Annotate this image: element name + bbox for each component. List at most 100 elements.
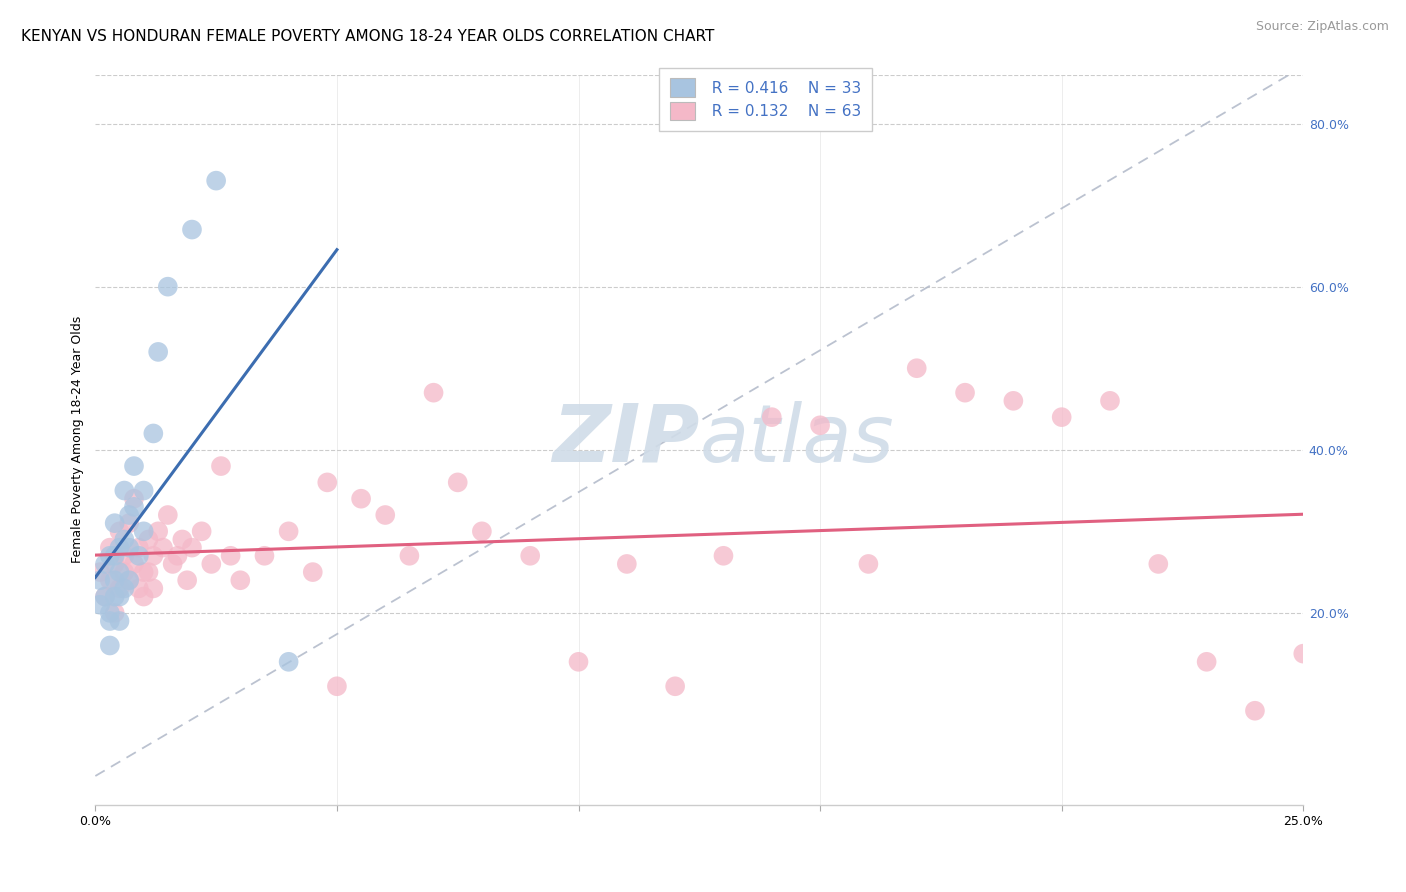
Point [138, 533, 160, 547]
Point [108, 582, 131, 596]
Point [152, 541, 174, 555]
Point [761, 410, 783, 425]
Point [118, 574, 141, 588]
Point [108, 524, 131, 539]
Point [118, 541, 141, 555]
Point [326, 679, 349, 693]
Y-axis label: Female Poverty Among 18-24 Year Olds: Female Poverty Among 18-24 Year Olds [72, 316, 84, 563]
Point [104, 557, 127, 571]
Point [316, 475, 339, 490]
Point [181, 541, 204, 555]
Point [128, 582, 150, 596]
Point [104, 574, 127, 588]
Point [94, 590, 117, 604]
Point [138, 565, 160, 579]
Point [94, 590, 117, 604]
Point [98, 541, 121, 555]
Point [519, 549, 541, 563]
Point [156, 279, 179, 293]
Point [112, 483, 135, 498]
Point [132, 524, 155, 539]
Point [567, 655, 589, 669]
Point [172, 533, 194, 547]
Point [104, 590, 127, 604]
Point [953, 385, 976, 400]
Point [858, 557, 880, 571]
Point [219, 549, 242, 563]
Point [89, 574, 111, 588]
Text: ZIP: ZIP [553, 401, 699, 479]
Point [98, 549, 121, 563]
Point [301, 565, 323, 579]
Point [89, 598, 111, 612]
Point [471, 524, 494, 539]
Point [905, 361, 928, 376]
Point [146, 345, 169, 359]
Point [277, 655, 299, 669]
Point [229, 574, 252, 588]
Point [112, 565, 135, 579]
Point [1244, 704, 1267, 718]
Point [118, 508, 141, 522]
Point [422, 385, 444, 400]
Point [104, 516, 127, 531]
Point [1147, 557, 1170, 571]
Point [108, 541, 131, 555]
Point [98, 639, 121, 653]
Point [94, 557, 117, 571]
Point [132, 590, 155, 604]
Point [104, 549, 127, 563]
Point [108, 565, 131, 579]
Point [118, 574, 141, 588]
Point [200, 557, 222, 571]
Point [122, 557, 145, 571]
Point [398, 549, 420, 563]
Point [808, 418, 831, 433]
Point [98, 574, 121, 588]
Text: KENYAN VS HONDURAN FEMALE POVERTY AMONG 18-24 YEAR OLDS CORRELATION CHART: KENYAN VS HONDURAN FEMALE POVERTY AMONG … [21, 29, 714, 44]
Point [374, 508, 396, 522]
Point [209, 459, 232, 474]
Point [277, 524, 299, 539]
Point [146, 524, 169, 539]
Legend:   R = 0.416    N = 33,   R = 0.132    N = 63: R = 0.416 N = 33, R = 0.132 N = 63 [659, 68, 872, 131]
Point [132, 483, 155, 498]
Point [142, 426, 165, 441]
Point [108, 614, 131, 628]
Point [1050, 410, 1073, 425]
Point [350, 491, 373, 506]
Point [1292, 647, 1315, 661]
Point [166, 549, 188, 563]
Point [122, 500, 145, 514]
Point [132, 565, 155, 579]
Point [156, 508, 179, 522]
Point [108, 590, 131, 604]
Point [176, 574, 198, 588]
Point [1002, 393, 1025, 408]
Point [98, 606, 121, 620]
Point [253, 549, 276, 563]
Point [1195, 655, 1218, 669]
Point [447, 475, 470, 490]
Point [118, 516, 141, 531]
Point [122, 491, 145, 506]
Text: atlas: atlas [699, 401, 894, 479]
Point [142, 549, 165, 563]
Point [142, 582, 165, 596]
Point [128, 549, 150, 563]
Point [205, 174, 228, 188]
Point [162, 557, 184, 571]
Point [181, 222, 204, 236]
Point [1098, 393, 1121, 408]
Point [89, 565, 111, 579]
Point [98, 614, 121, 628]
Point [664, 679, 686, 693]
Text: Source: ZipAtlas.com: Source: ZipAtlas.com [1256, 20, 1389, 33]
Point [112, 549, 135, 563]
Point [128, 541, 150, 555]
Point [112, 582, 135, 596]
Point [112, 533, 135, 547]
Point [616, 557, 638, 571]
Point [190, 524, 212, 539]
Point [713, 549, 735, 563]
